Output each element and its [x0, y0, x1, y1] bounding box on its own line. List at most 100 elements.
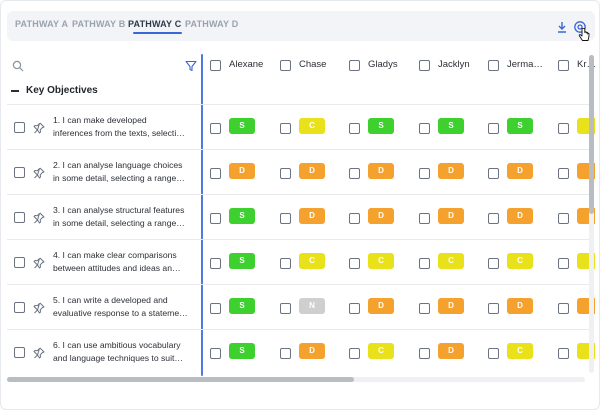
grade-badge[interactable]: S: [229, 118, 255, 134]
grade-badge[interactable]: S: [438, 118, 464, 134]
grade-cell-checkbox[interactable]: [558, 123, 569, 134]
student-name[interactable]: Alexane: [229, 59, 264, 70]
collapse-icon[interactable]: [11, 90, 19, 92]
student-select-checkbox[interactable]: [280, 60, 291, 71]
grade-badge[interactable]: D: [299, 208, 325, 224]
grade-badge[interactable]: C: [299, 253, 325, 269]
grade-badge[interactable]: C: [368, 343, 394, 359]
grade-badge[interactable]: D: [229, 163, 255, 179]
objective-select-checkbox[interactable]: [14, 257, 25, 268]
vertical-scrollbar[interactable]: [589, 55, 594, 373]
tab-pathway-a[interactable]: PATHWAY A: [15, 19, 69, 29]
grade-cell-checkbox[interactable]: [419, 123, 430, 134]
grade-cell-checkbox[interactable]: [558, 258, 569, 269]
grade-badge[interactable]: D: [438, 343, 464, 359]
student-name[interactable]: Gladys: [368, 59, 398, 70]
student-select-checkbox[interactable]: [558, 60, 569, 71]
student-name[interactable]: Jerma…: [507, 59, 543, 70]
grade-cell-checkbox[interactable]: [349, 258, 360, 269]
grade-badge[interactable]: S: [229, 343, 255, 359]
grade-cell-checkbox[interactable]: [488, 123, 499, 134]
student-name[interactable]: Jacklyn: [438, 59, 470, 70]
horizontal-scrollbar[interactable]: [7, 377, 585, 382]
student-name[interactable]: Kr…: [577, 59, 595, 70]
grade-badge[interactable]: C: [438, 253, 464, 269]
grade-badge[interactable]: C: [299, 118, 325, 134]
download-icon[interactable]: [555, 20, 569, 34]
grade-badge[interactable]: S: [507, 118, 533, 134]
grade-cell-checkbox[interactable]: [210, 213, 221, 224]
vertical-scroll-thumb[interactable]: [589, 55, 594, 214]
grade-badge[interactable]: D: [299, 163, 325, 179]
grade-badge[interactable]: C: [507, 253, 533, 269]
objective-select-checkbox[interactable]: [14, 122, 25, 133]
student-select-checkbox[interactable]: [488, 60, 499, 71]
tab-pathway-d[interactable]: PATHWAY D: [185, 19, 239, 29]
grade-badge[interactable]: D: [368, 208, 394, 224]
grade-badge[interactable]: D: [438, 208, 464, 224]
settings-icon[interactable]: [573, 20, 587, 34]
grade-cell-checkbox[interactable]: [558, 303, 569, 314]
grade-cell-checkbox[interactable]: [419, 258, 430, 269]
pin-icon[interactable]: [33, 346, 45, 359]
filter-icon[interactable]: [185, 60, 197, 72]
grade-cell-checkbox[interactable]: [488, 213, 499, 224]
grade-badge[interactable]: D: [507, 163, 533, 179]
grade-badge[interactable]: D: [438, 163, 464, 179]
student-select-checkbox[interactable]: [349, 60, 360, 71]
grade-cell-checkbox[interactable]: [349, 213, 360, 224]
grade-badge[interactable]: N: [299, 298, 325, 314]
horizontal-scroll-thumb[interactable]: [7, 377, 354, 382]
objective-select-checkbox[interactable]: [14, 302, 25, 313]
tab-pathway-c[interactable]: PATHWAY C: [128, 19, 182, 29]
grade-cell-checkbox[interactable]: [349, 303, 360, 314]
grade-cell-checkbox[interactable]: [419, 348, 430, 359]
grade-cell-checkbox[interactable]: [280, 303, 291, 314]
grade-cell-checkbox[interactable]: [488, 168, 499, 179]
search-icon[interactable]: [12, 60, 24, 72]
grade-cell-checkbox[interactable]: [558, 213, 569, 224]
objective-select-checkbox[interactable]: [14, 347, 25, 358]
grade-cell-checkbox[interactable]: [280, 213, 291, 224]
grade-cell-checkbox[interactable]: [558, 348, 569, 359]
grade-badge[interactable]: D: [507, 208, 533, 224]
grade-badge[interactable]: D: [507, 298, 533, 314]
grade-badge[interactable]: S: [229, 208, 255, 224]
grade-cell-checkbox[interactable]: [488, 258, 499, 269]
grade-badge[interactable]: D: [438, 298, 464, 314]
grade-cell-checkbox[interactable]: [210, 123, 221, 134]
objective-select-checkbox[interactable]: [14, 212, 25, 223]
grade-cell-checkbox[interactable]: [280, 348, 291, 359]
grade-cell-checkbox[interactable]: [558, 168, 569, 179]
grade-cell-checkbox[interactable]: [488, 303, 499, 314]
pin-icon[interactable]: [33, 211, 45, 224]
grade-cell-checkbox[interactable]: [210, 168, 221, 179]
grade-badge[interactable]: C: [507, 343, 533, 359]
grade-cell-checkbox[interactable]: [280, 258, 291, 269]
grade-cell-checkbox[interactable]: [349, 348, 360, 359]
student-name[interactable]: Chase: [299, 59, 327, 70]
grade-cell-checkbox[interactable]: [280, 123, 291, 134]
grade-cell-checkbox[interactable]: [349, 123, 360, 134]
grade-badge[interactable]: D: [368, 298, 394, 314]
student-select-checkbox[interactable]: [419, 60, 430, 71]
student-select-checkbox[interactable]: [210, 60, 221, 71]
pin-icon[interactable]: [33, 166, 45, 179]
grade-badge[interactable]: S: [229, 253, 255, 269]
grade-cell-checkbox[interactable]: [280, 168, 291, 179]
pin-icon[interactable]: [33, 121, 45, 134]
grade-badge[interactable]: S: [229, 298, 255, 314]
pin-icon[interactable]: [33, 256, 45, 269]
tab-pathway-b[interactable]: PATHWAY B: [72, 19, 126, 29]
pin-icon[interactable]: [33, 301, 45, 314]
grade-badge[interactable]: D: [299, 343, 325, 359]
grade-cell-checkbox[interactable]: [488, 348, 499, 359]
grade-cell-checkbox[interactable]: [210, 348, 221, 359]
grade-cell-checkbox[interactable]: [210, 303, 221, 314]
objective-select-checkbox[interactable]: [14, 167, 25, 178]
grade-cell-checkbox[interactable]: [210, 258, 221, 269]
grade-badge[interactable]: S: [368, 118, 394, 134]
grade-badge[interactable]: D: [368, 163, 394, 179]
grade-cell-checkbox[interactable]: [419, 213, 430, 224]
grade-badge[interactable]: C: [368, 253, 394, 269]
